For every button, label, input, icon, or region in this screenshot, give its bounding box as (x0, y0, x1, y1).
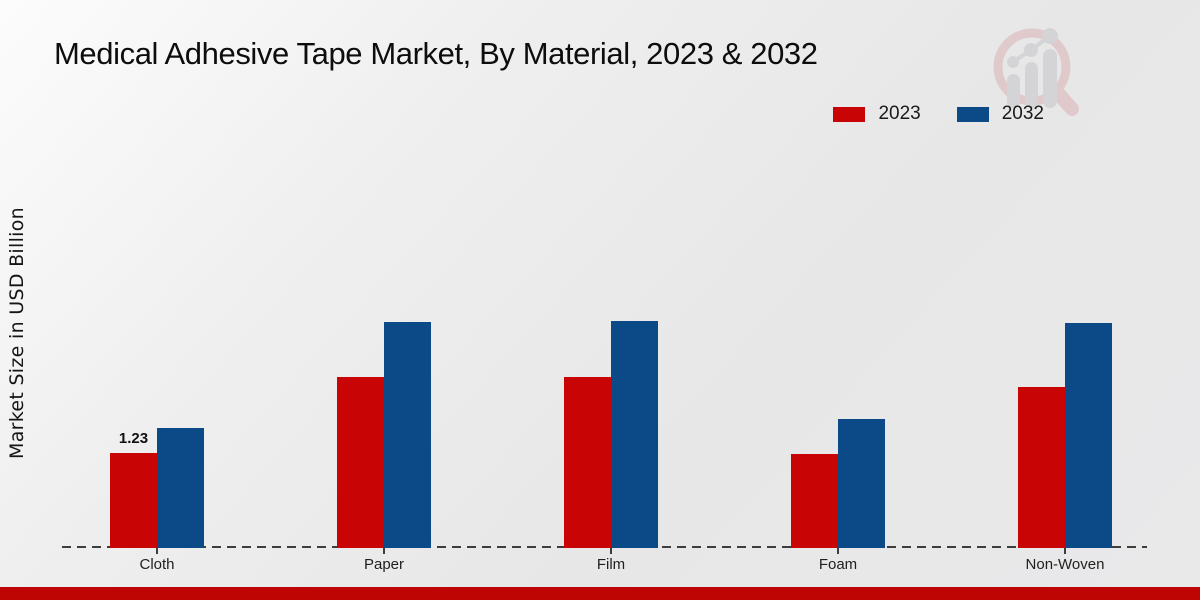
bar-foam-2032 (838, 419, 885, 548)
x-tick-label: Film (596, 556, 626, 573)
legend-label-2023: 2023 (878, 103, 921, 124)
bar-film-2023 (564, 377, 611, 548)
bar-paper-2032 (384, 322, 431, 548)
bar-cloth-2032 (157, 428, 204, 548)
bar-value-label: 1.23 (118, 430, 149, 447)
x-axis-tick (383, 548, 385, 554)
magnifier-bar-chart-logo-icon (993, 28, 1079, 116)
bar-paper-2023 (337, 377, 384, 548)
x-tick-label: Paper (363, 556, 405, 573)
bar-foam-2023 (791, 454, 838, 548)
bar-film-2032 (611, 321, 658, 548)
legend-swatch-2032 (956, 106, 989, 122)
bar-non-woven-2023 (1018, 387, 1065, 548)
x-tick-label: Foam (818, 556, 858, 573)
chart-legend: 2023 2032 (833, 103, 1044, 125)
x-axis-tick (610, 548, 612, 554)
x-tick-label: Non-Woven (1025, 556, 1105, 573)
legend-swatch-2023 (833, 106, 866, 122)
bar-cloth-2023 (110, 453, 157, 548)
x-tick-label: Cloth (139, 556, 175, 573)
legend-label-2032: 2032 (1001, 103, 1044, 124)
x-axis-tick (1064, 548, 1066, 554)
x-axis-tick (156, 548, 158, 554)
bar-non-woven-2032 (1065, 323, 1112, 548)
page-title: Medical Adhesive Tape Market, By Materia… (54, 36, 818, 71)
x-axis-tick (837, 548, 839, 554)
legend-item-2023: 2023 (833, 103, 921, 125)
legend-item-2032: 2032 (956, 103, 1044, 125)
footer-accent-bar (0, 587, 1200, 600)
